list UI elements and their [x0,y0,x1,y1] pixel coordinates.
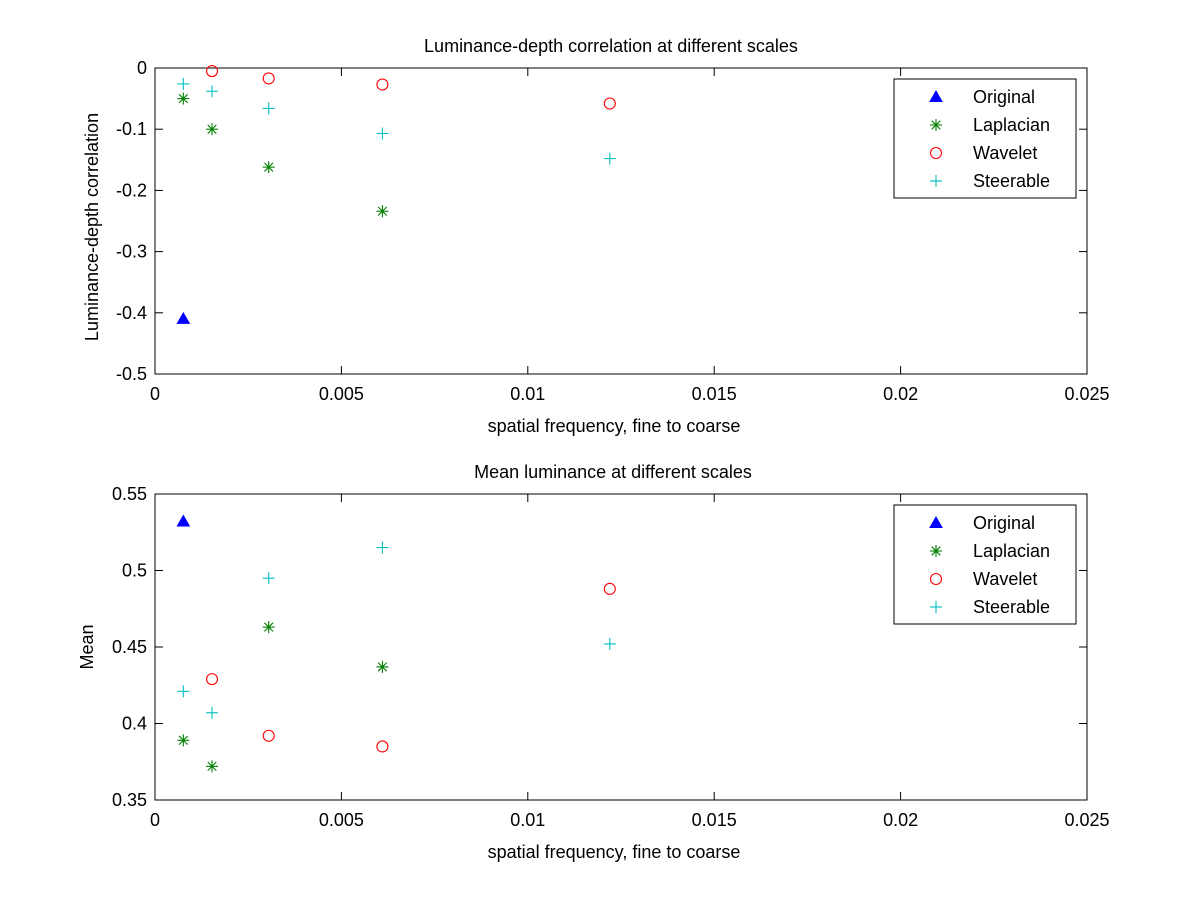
correlation-plot-x-tick-label: 0.025 [1064,384,1109,404]
correlation-plot-x-axis-label: spatial frequency, fine to coarse [488,416,741,436]
mean-plot-x-tick-label: 0.025 [1064,810,1109,830]
correlation-plot-ticks: 0 0.005 0.01 0.015 0.02 0.025 0 -0.1 -0.2 -0.3 -0.… [116,58,1110,404]
mean-plot-y-tick-label: 0.45 [112,637,147,657]
mean-plot-legend-wavelet-marker [929,572,943,586]
correlation-plot-original-point [176,311,191,324]
mean-plot-laplacian-point [177,734,190,747]
mean-plot-steerable-point [206,706,219,719]
mean-plot-legend-steerable-label: Steerable [973,597,1050,617]
correlation-plot-wavelet-point [262,72,275,85]
mean-plot-y-tick-label: 0.5 [122,561,147,581]
mean-plot-laplacian-point [262,621,275,634]
correlation-plot-steerable-point [177,77,190,90]
mean-plot-marks [176,514,616,773]
correlation-plot-laplacian-point [262,161,275,174]
mean-plot-x-tick-label: 0.02 [883,810,918,830]
mean-plot-wavelet-point [205,673,219,686]
correlation-plot-wavelet-point [205,65,219,78]
correlation-plot-laplacian-point [376,205,389,218]
correlation-plot-wavelet-point [376,78,389,91]
mean-plot-laplacian-point [206,760,219,773]
correlation-plot-steerable-point [206,85,219,98]
correlation-plot-legend-original-marker [929,89,943,102]
mean-plot-y-tick-label: 0.4 [122,714,147,734]
correlation-plot-marks [176,65,616,324]
correlation-plot-steerable-point [262,102,275,115]
correlation-plot-y-tick-label: -0.5 [116,364,147,384]
mean-plot-legend-original-marker [929,515,943,528]
mean-plot-y-tick-label: 0.35 [112,790,147,810]
correlation-plot-legend-box [893,78,1077,199]
mean-plot-legend-steerable-marker [930,601,942,613]
correlation-plot-x-tick-label: 0 [150,384,160,404]
mean-plot-steerable-point [376,541,389,554]
mean-plot-x-tick-label: 0.015 [692,810,737,830]
mean-plot-steerable-point [262,572,275,585]
mean-plot-y-tick-label: 0.55 [112,484,147,504]
mean-plot-laplacian-point [376,660,389,673]
mean-plot-title: Mean luminance at different scales [474,462,752,482]
correlation-plot-legend: Original Laplacian Wavelet Steerable [893,78,1077,199]
mean-plot-x-axis-label: spatial frequency, fine to coarse [488,842,741,862]
correlation-plot-legend-wavelet-label: Wavelet [973,143,1037,163]
correlation-plot-legend-original-label: Original [973,87,1035,107]
mean-plot-wavelet-point [376,740,389,753]
correlation-plot-title: Luminance-depth correlation at different… [424,36,798,56]
correlation-plot-x-tick-label: 0.005 [319,384,364,404]
correlation-plot-x-tick-label: 0.01 [510,384,545,404]
correlation-plot-y-tick-label: 0 [137,58,147,78]
correlation-plot-y-tick-label: -0.2 [116,180,147,200]
mean-plot-legend-laplacian-marker [930,545,942,557]
correlation-plot-legend-steerable-label: Steerable [973,171,1050,191]
mean-plot-x-tick-label: 0 [150,810,160,830]
mean-plot-original-point [176,514,191,527]
mean-plot-wavelet-point [262,729,275,742]
correlation-plot-y-tick-label: -0.4 [116,303,147,323]
correlation-plot-wavelet-point [603,97,616,110]
correlation-plot-x-tick-label: 0.015 [692,384,737,404]
correlation-plot-steerable-point [603,152,616,165]
mean-plot-x-tick-label: 0.01 [510,810,545,830]
correlation-plot-legend-wavelet-marker [929,146,943,160]
mean-plot-legend-original-label: Original [973,513,1035,533]
mean-plot: Mean luminance at different scales 0 0.00… [77,462,1110,862]
correlation-plot-y-axis-label: Luminance-depth correlation [82,113,102,341]
correlation-plot: Luminance-depth correlation at different… [82,36,1110,436]
correlation-plot-steerable-point [376,127,389,140]
mean-plot-wavelet-point [603,582,616,595]
mean-plot-steerable-point [177,685,190,698]
correlation-plot-y-tick-label: -0.3 [116,242,147,262]
mean-plot-y-axis-label: Mean [77,624,97,669]
mean-plot-legend-wavelet-label: Wavelet [973,569,1037,589]
correlation-plot-legend-steerable-marker [930,175,942,187]
mean-plot-legend-box [893,504,1077,625]
correlation-plot-laplacian-point [177,92,190,105]
mean-plot-steerable-point [603,637,616,650]
correlation-plot-laplacian-point [206,123,219,136]
correlation-plot-legend-laplacian-marker [930,119,942,131]
mean-plot-legend: Original Laplacian Wavelet Steerable [893,504,1077,625]
correlation-plot-y-tick-label: -0.1 [116,119,147,139]
mean-plot-x-tick-label: 0.005 [319,810,364,830]
mean-plot-legend-laplacian-label: Laplacian [973,541,1050,561]
correlation-plot-legend-laplacian-label: Laplacian [973,115,1050,135]
correlation-plot-x-tick-label: 0.02 [883,384,918,404]
mean-plot-ticks: 0 0.005 0.01 0.015 0.02 0.025 0.55 0.5 0.45 0.4 0.… [112,484,1110,830]
